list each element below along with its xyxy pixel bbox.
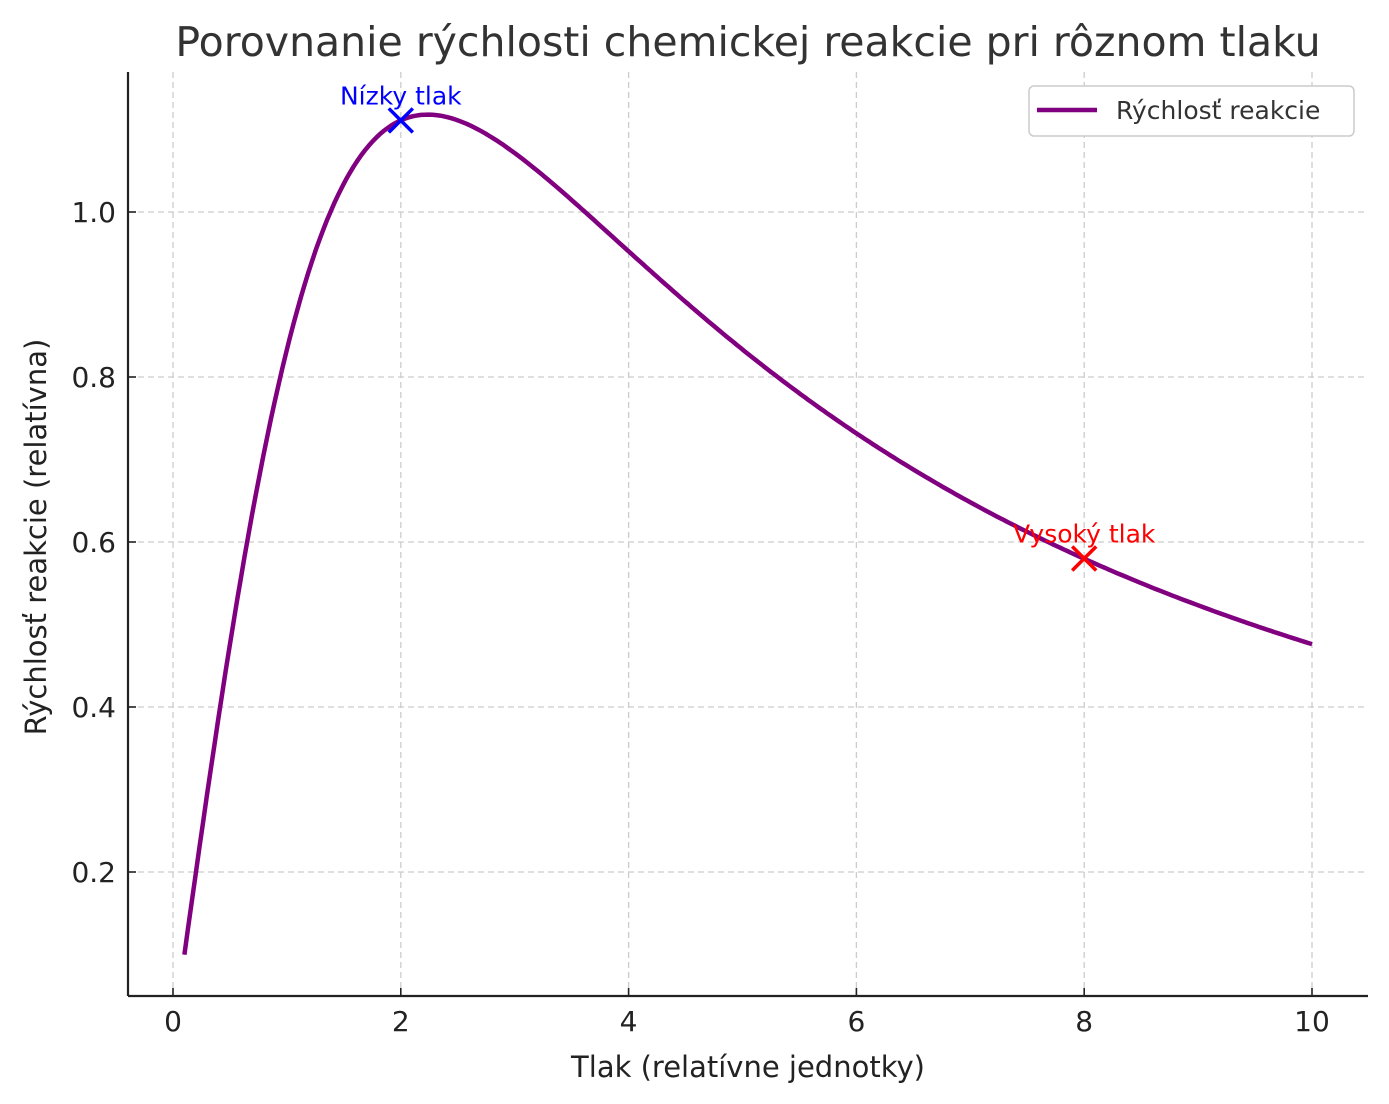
x-marker-icon (1070, 545, 1098, 572)
y-tick-label: 0.4 (71, 691, 116, 724)
annotation-label: Nízky tlak (340, 81, 462, 110)
annotation-marker-high-pressure: Vysoký tlak (1013, 520, 1156, 572)
y-tick-label: 1.0 (71, 196, 116, 229)
legend: Rýchlosť reakcie (1028, 85, 1355, 137)
x-marker-icon (387, 107, 415, 134)
y-tick-label: 0.2 (71, 856, 116, 889)
axes (126, 72, 1368, 998)
x-tick-label: 2 (392, 1005, 410, 1038)
legend-label: Rýchlosť reakcie (1116, 96, 1320, 125)
annotation-marker-low-pressure: Nízky tlak (340, 81, 462, 134)
series-line-reaction-rate (182, 112, 1313, 956)
y-tick-label: 0.8 (71, 361, 116, 394)
tick-labels: 0 2 4 6 8 10 0.2 0.4 0.6 0.8 1.0 (71, 196, 1329, 1038)
x-tick-label: 4 (620, 1005, 638, 1038)
annotations: Nízky tlak Vysoký tlak (340, 81, 1156, 572)
x-tick-label: 10 (1294, 1005, 1330, 1038)
annotation-label: Vysoký tlak (1013, 520, 1156, 549)
grid (128, 72, 1368, 996)
chart-title: Porovnanie rýchlosti chemickej reakcie p… (175, 18, 1320, 66)
y-tick-label: 0.6 (71, 526, 116, 559)
y-axis-label: Rýchlosť reakcie (relatívna) (19, 339, 53, 736)
legend-box (1028, 85, 1355, 137)
x-tick-label: 8 (1075, 1005, 1093, 1038)
x-tick-label: 6 (847, 1005, 865, 1038)
x-axis-label: Tlak (relatívne jednotky) (570, 1050, 925, 1084)
x-tick-label: 0 (164, 1005, 182, 1038)
